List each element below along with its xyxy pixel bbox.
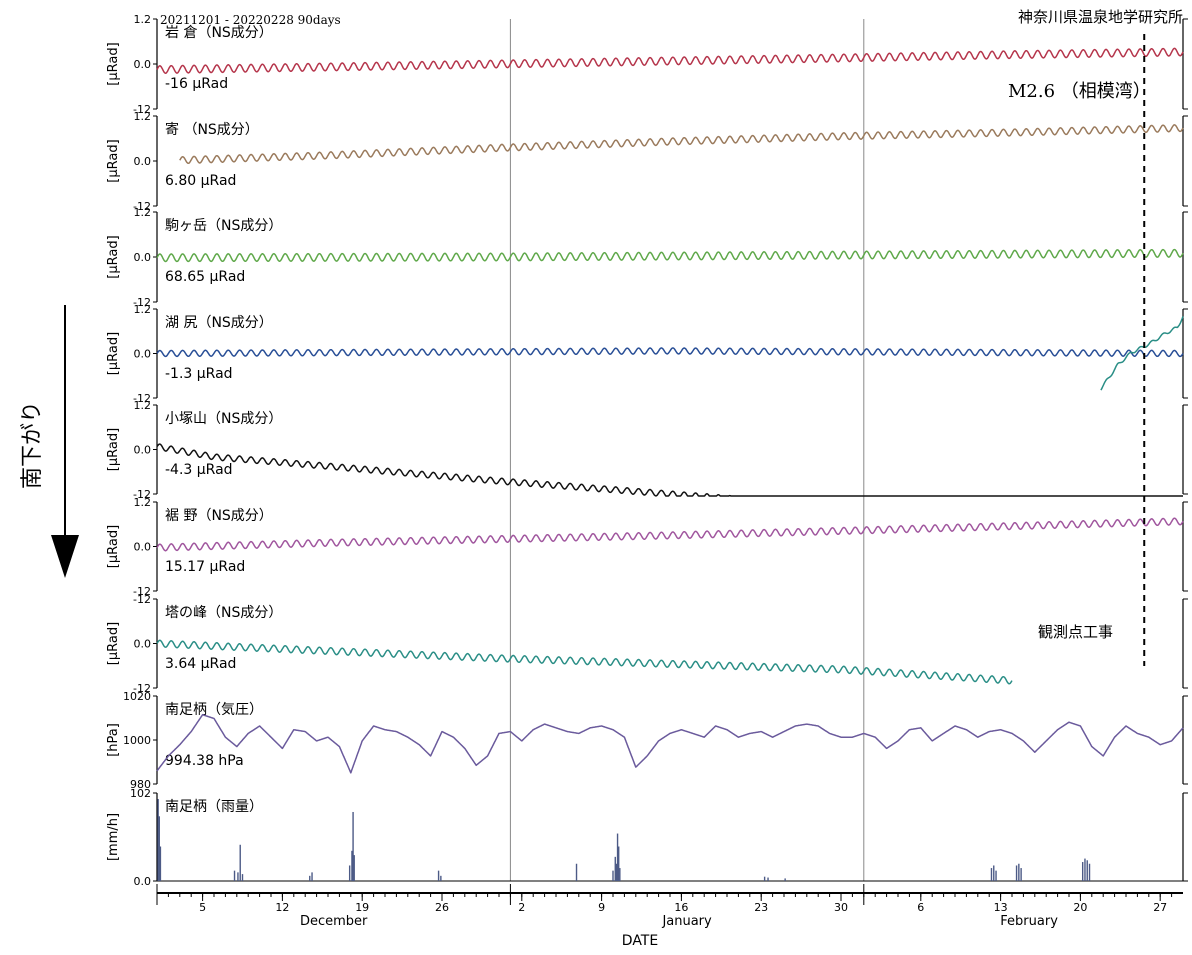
panel-kojiri-station-name: 湖 尻（NS成分）: [165, 315, 273, 331]
panel-kozukayama-station-name: 小塚山（NS成分）: [165, 411, 282, 427]
month-label-2: February: [1000, 914, 1058, 929]
panel-pressure-ytick-label-0: 1020: [123, 690, 151, 703]
event-label: M2.6 （相模湾）: [1008, 81, 1151, 102]
panel-iwakura-value-label: -16 μRad: [165, 76, 228, 92]
panel-kojiri-unit: [μRad]: [106, 332, 121, 375]
panel-yoriki: 1.2 0.0 -12 [μRad] 寄 （NS成分） 6.80 μRad: [106, 110, 1188, 213]
panel-kozukayama-ytick-label-0: 1.2: [134, 399, 152, 412]
date-axis: 5 12 19 26 2 9 16 23 30 6 13 20 27 December January Feb…: [156, 884, 1183, 929]
x-tick-label-6: 16: [674, 901, 688, 914]
panel-rain-unit: [mm/h]: [106, 813, 121, 861]
panel-pressure-station-name: 南足柄（気圧）: [165, 702, 263, 718]
panel-iwakura-unit: [μRad]: [106, 42, 121, 85]
month-label-1: January: [661, 914, 712, 929]
panel-kozukayama-ytick-label-1: 0.0: [134, 444, 152, 457]
x-tick-label-1: 12: [275, 901, 289, 914]
panel-komagatake-ytick-label-1: 0.0: [134, 251, 152, 264]
panel-iwakura-ytick-label-0: 1.2: [134, 13, 152, 26]
panel-kojiri-series-1: [1100, 316, 1184, 391]
panel-kozukayama-series-0: [156, 443, 1184, 497]
panel-pressure: 1020 1000 980 [hPa] 南足柄（気圧） 994.38 hPa: [106, 690, 1188, 791]
panel-pressure-ytick-label-1: 1000: [123, 734, 151, 747]
panel-kojiri-ytick-label-0: 1.2: [134, 303, 152, 316]
panel-komagatake-series-0: [156, 248, 1184, 263]
panel-rain-ytick-label-0: 102: [130, 787, 151, 800]
south-down-label: 南下がり: [20, 401, 45, 489]
panel-komagatake-unit: [μRad]: [106, 235, 121, 278]
panel-tonomine-unit: [μRad]: [106, 622, 121, 665]
x-tick-label-9: 6: [917, 901, 924, 914]
x-tick-label-8: 30: [834, 901, 848, 914]
panel-susono-ytick-label-2: -12: [133, 585, 151, 598]
month-label-0: December: [300, 914, 368, 929]
panel-kozukayama-value-label: -4.3 μRad: [165, 462, 233, 478]
panels: 1.20.0-12[μRad]岩 倉（NS成分）-16 μRad1.20.0-1…: [106, 13, 1188, 888]
x-tick-label-11: 20: [1073, 901, 1087, 914]
panel-yoriki-ytick-label-0: 1.2: [134, 110, 152, 123]
panel-yoriki-ytick-label-1: 0.0: [134, 155, 152, 168]
panel-komagatake-ytick-label-0: 1.2: [134, 206, 152, 219]
panel-susono-station-name: 裾 野（NS成分）: [165, 508, 273, 524]
panel-pressure-value-label: 994.38 hPa: [165, 753, 244, 769]
x-tick-label-10: 13: [994, 901, 1008, 914]
panel-komagatake-ytick-label-2: -12: [133, 296, 151, 309]
panel-tonomine: -12 0.0 -12 [μRad] 塔の峰（NS成分） 3.64 μRad: [106, 593, 1188, 695]
panel-kozukayama-ytick-label-2: -12: [133, 488, 151, 501]
panel-tonomine-series-0: [156, 639, 1013, 685]
panel-komagatake: 1.2 0.0 -12 [μRad] 駒ヶ岳（NS成分） 68.65 μRad: [106, 206, 1188, 309]
panel-kozukayama-unit: [μRad]: [106, 428, 121, 471]
panel-iwakura-series-0: [156, 47, 1184, 74]
panel-tonomine-station-name: 塔の峰（NS成分）: [165, 605, 282, 621]
panel-kojiri-ytick-label-1: 0.0: [134, 348, 152, 361]
panel-susono-series-0: [156, 517, 1184, 552]
panel-kojiri-value-label: -1.3 μRad: [165, 366, 233, 382]
panel-tonomine-ytick-label-1: 0.0: [134, 638, 152, 651]
panel-komagatake-station-name: 駒ヶ岳（NS成分）: [165, 218, 282, 234]
construction-note: 観測点工事: [1038, 623, 1113, 641]
panel-pressure-unit: [hPa]: [106, 723, 121, 757]
panel-iwakura: 1.2 0.0 -12 [μRad] 岩 倉（NS成分） -16 μRad: [106, 13, 1188, 116]
panel-iwakura-ytick-label-1: 0.0: [134, 58, 152, 71]
panel-kojiri-series-0: [156, 347, 1184, 358]
panel-susono: 1.2 0.0 -12 [μRad] 裾 野（NS成分） 15.17 μRad: [106, 496, 1188, 598]
panel-yoriki-ytick-label-2: -12: [133, 200, 151, 213]
panel-rain-ytick-label-1: 0.0: [134, 875, 152, 888]
south-down-arrow-icon: [51, 535, 79, 578]
panel-kozukayama: 1.2 0.0 -12 [μRad] 小塚山（NS成分） -4.3 μRad: [106, 399, 1188, 501]
panel-yoriki-series-0: [179, 124, 1184, 165]
panel-susono-ytick-label-1: 0.0: [134, 541, 152, 554]
x-tick-label-7: 23: [754, 901, 768, 914]
panel-pressure-ytick-label-2: 980: [130, 778, 151, 791]
period-label: 20211201 - 20220228 90days: [160, 13, 341, 27]
x-axis-title: DATE: [622, 933, 658, 949]
panel-susono-ytick-label-0: 1.2: [134, 496, 152, 509]
panel-iwakura-station-name: 岩 倉（NS成分）: [165, 25, 273, 41]
panel-iwakura-ytick-label-2: -12: [133, 103, 151, 116]
panel-kojiri-ytick-label-2: -12: [133, 392, 151, 405]
x-tick-label-12: 27: [1153, 901, 1167, 914]
panel-tonomine-ytick-label-0: -12: [133, 593, 151, 606]
panel-yoriki-unit: [μRad]: [106, 139, 121, 182]
x-tick-label-4: 2: [518, 901, 525, 914]
panel-rain: 102 0.0 [mm/h] 南足柄（雨量）: [106, 787, 1188, 888]
x-tick-label-0: 5: [199, 901, 206, 914]
grid-lines: [509, 19, 865, 881]
panel-pressure-series-0: [156, 713, 1184, 774]
x-tick-label-5: 9: [598, 901, 605, 914]
panel-komagatake-value-label: 68.65 μRad: [165, 269, 245, 285]
panel-tonomine-value-label: 3.64 μRad: [165, 656, 236, 672]
panel-rain-station-name: 南足柄（雨量）: [165, 799, 263, 815]
panel-kojiri: 1.2 0.0 -12 [μRad] 湖 尻（NS成分） -1.3 μRad: [106, 303, 1188, 405]
x-tick-label-2: 19: [355, 901, 369, 914]
x-tick-label-3: 26: [435, 901, 449, 914]
panel-yoriki-station-name: 寄 （NS成分）: [165, 121, 259, 138]
panel-tonomine-ytick-label-2: -12: [133, 682, 151, 695]
panel-susono-unit: [μRad]: [106, 525, 121, 568]
panel-yoriki-value-label: 6.80 μRad: [165, 173, 236, 189]
institute-label: 神奈川県温泉地学研究所: [1018, 8, 1183, 26]
panel-susono-value-label: 15.17 μRad: [165, 559, 245, 575]
